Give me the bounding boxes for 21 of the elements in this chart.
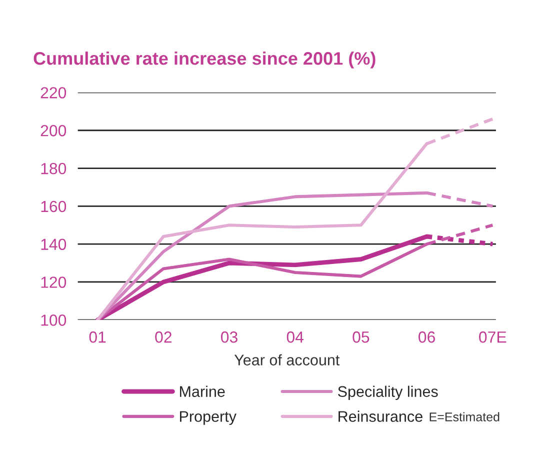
y-tick-label: 180: [41, 162, 66, 174]
chart-title: Cumulative rate increase since 2001 (%): [34, 52, 376, 68]
x-tick-label: 01: [89, 331, 106, 343]
x-tick-label: 05: [352, 331, 370, 343]
y-tick-label: 200: [40, 125, 66, 136]
y-tick-label: 120: [41, 276, 66, 288]
legend-label: Speciality lines: [338, 386, 438, 400]
legend-label: Marine: [180, 386, 225, 397]
x-tick-label: 03: [221, 331, 238, 343]
x-axis-title: Year of account: [234, 354, 340, 366]
x-tick-label: 04: [286, 331, 304, 343]
x-tick-label: 02: [155, 331, 172, 343]
x-tick-label: 06: [418, 331, 435, 343]
legend-label: Property: [180, 411, 236, 425]
y-tick-label: 100: [41, 314, 66, 326]
text: E=Estimated: [430, 412, 500, 422]
y-tick-label: 220: [40, 87, 66, 98]
x-tick-label: 07E: [479, 331, 506, 343]
y-tick-label: 160: [41, 200, 66, 212]
legend-label: Reinsurance: [338, 410, 422, 422]
y-tick-label: 140: [41, 238, 66, 250]
